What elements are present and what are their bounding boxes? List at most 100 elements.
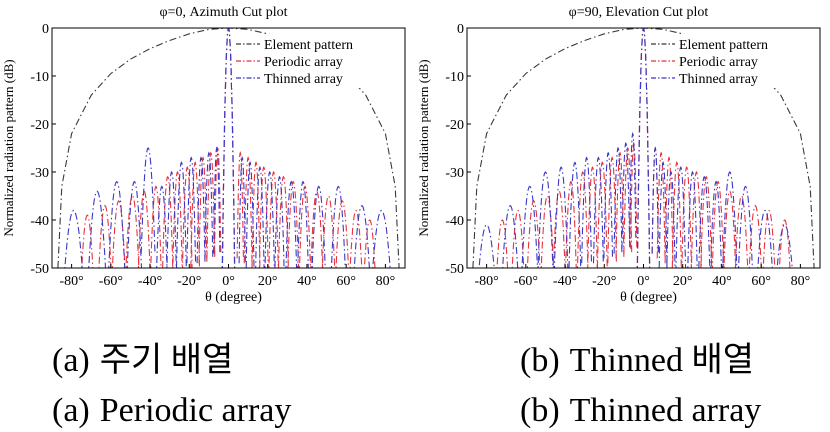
sidelobe-periodic <box>258 166 269 268</box>
mainlobe-thinned <box>221 28 236 268</box>
y-tick-label: -50 <box>445 262 464 277</box>
sidelobe-periodic <box>587 166 598 268</box>
y-tick-label: 0 <box>42 22 49 37</box>
plot-area <box>57 28 400 268</box>
caption-english-b: (b) Thinned array <box>520 394 761 428</box>
caption-korean-a: (a) 주기 배열 <box>52 344 233 378</box>
sidelobe-periodic <box>150 185 162 268</box>
sidelobe-thinned <box>353 204 370 268</box>
sidelobe-periodic <box>236 151 244 259</box>
sidelobe-thinned <box>537 171 554 268</box>
y-tick-label: 0 <box>457 22 464 37</box>
sidelobe-thinned <box>698 175 711 268</box>
sidelobe-thinned <box>108 180 126 268</box>
y-tick-label: -40 <box>445 214 464 229</box>
chart-azimuth-cut: φ=0, Azimuth Cut plot 0 -10 -20 -30 -40 -50 -80… <box>1 5 406 305</box>
caption-text: Thinned 배열 <box>569 342 755 379</box>
sidelobe-periodic <box>511 209 525 268</box>
sidelobe-thinned <box>521 185 539 268</box>
sidelobe-periodic <box>321 195 336 268</box>
x-tick-label: -40° <box>138 274 162 289</box>
sidelobe-periodic <box>656 151 666 259</box>
sidelobe-periodic <box>576 171 589 268</box>
x-tick-label: -20° <box>177 274 201 289</box>
sidelobe-thinned <box>186 156 197 264</box>
legend-label-thinned: Thinned array <box>264 72 343 87</box>
y-axis-label: Normalized radiation pattern (dB) <box>416 59 431 236</box>
x-tick-label: 80° <box>376 274 396 289</box>
sidelobe-thinned <box>502 204 519 268</box>
sidelobe-thinned <box>621 141 631 249</box>
caption-text: Thinned array <box>569 392 762 429</box>
y-tick-label: -20 <box>445 118 464 133</box>
sidelobe-thinned <box>245 161 255 268</box>
sidelobe-thinned <box>311 185 326 268</box>
x-tick-label: 40° <box>712 274 732 289</box>
sidelobe-periodic <box>778 219 791 268</box>
sidelobe-thinned <box>553 166 569 268</box>
x-tick-label: -60° <box>99 274 123 289</box>
sidelobe-thinned <box>651 146 659 254</box>
sidelobe-thinned <box>581 156 593 264</box>
y-tick-label: -30 <box>30 166 49 181</box>
sidelobe-thinned <box>274 175 285 268</box>
sidelobe-thinned <box>213 146 221 254</box>
x-tick-label: -60° <box>514 274 538 289</box>
figure-panel-b: φ=90, Elevation Cut plot 0 -10 -20 -30 -40 -50… <box>415 0 830 432</box>
sidelobe-periodic <box>98 204 112 268</box>
sidelobe-periodic <box>298 185 312 268</box>
sidelobe-periodic <box>277 175 289 268</box>
caption-prefix: (b) <box>520 392 560 429</box>
y-tick-label: -20 <box>30 118 49 133</box>
sidelobe-thinned <box>330 185 346 268</box>
sidelobe-thinned <box>722 171 738 268</box>
sidelobe-periodic <box>630 141 638 249</box>
x-tick-label: 20° <box>258 274 278 289</box>
caption-text: Periodic array <box>99 392 292 429</box>
sidelobe-thinned <box>255 165 265 268</box>
sidelobe-thinned <box>64 209 83 268</box>
sidelobe-periodic <box>111 199 126 268</box>
sidelobe-periodic <box>243 156 253 264</box>
sidelobe-thinned <box>613 146 623 254</box>
sidelobe-periodic <box>251 161 261 268</box>
chart-elevation-cut: φ=90, Elevation Cut plot 0 -10 -20 -30 -40 -50… <box>416 5 821 305</box>
sidelobe-periodic <box>723 190 737 268</box>
sidelobe-thinned <box>666 170 676 268</box>
sidelobe-periodic <box>623 146 633 254</box>
y-tick-label: -40 <box>30 214 49 229</box>
sidelobe-periodic <box>540 195 555 268</box>
sidelobe-thinned <box>710 180 722 268</box>
chart-legend: Element pattern Periodic array Thinned arr… <box>647 34 819 88</box>
sidelobe-thinned <box>592 156 604 264</box>
sidelobe-thinned <box>738 185 753 268</box>
legend-box <box>647 34 819 88</box>
sidelobe-thinned <box>603 151 614 259</box>
legend-label-element: Element pattern <box>264 38 353 53</box>
sidelobe-periodic <box>700 175 713 268</box>
legend-label-periodic: Periodic array <box>679 55 758 70</box>
sidelobe-periodic <box>734 195 749 268</box>
sidelobe-thinned <box>297 180 309 268</box>
caption-english-a: (a) Periodic array <box>52 394 291 428</box>
sidelobe-periodic <box>681 166 692 268</box>
sidelobe-periodic <box>162 175 174 268</box>
sidelobe-periodic <box>172 170 183 268</box>
y-tick-label: -10 <box>30 70 49 85</box>
sidelobe-periodic <box>125 195 140 268</box>
x-axis-label: θ (degree) <box>205 290 262 305</box>
sidelobe-periodic <box>664 156 674 264</box>
y-tick-label: -30 <box>445 166 464 181</box>
caption-prefix: (b) <box>520 342 560 379</box>
sidelobe-periodic <box>190 161 201 268</box>
x-tick-label: -40° <box>553 274 577 289</box>
x-tick-label: -80° <box>59 274 83 289</box>
sidelobe-periodic <box>690 170 703 268</box>
x-tick-label: 80° <box>791 274 811 289</box>
caption-prefix: (a) <box>52 342 90 379</box>
sidelobe-thinned <box>264 170 275 268</box>
sidelobe-thinned <box>196 156 206 264</box>
sidelobe-periodic <box>198 156 208 264</box>
legend-label-thinned: Thinned array <box>679 72 758 87</box>
sidelobe-periodic <box>596 161 608 268</box>
